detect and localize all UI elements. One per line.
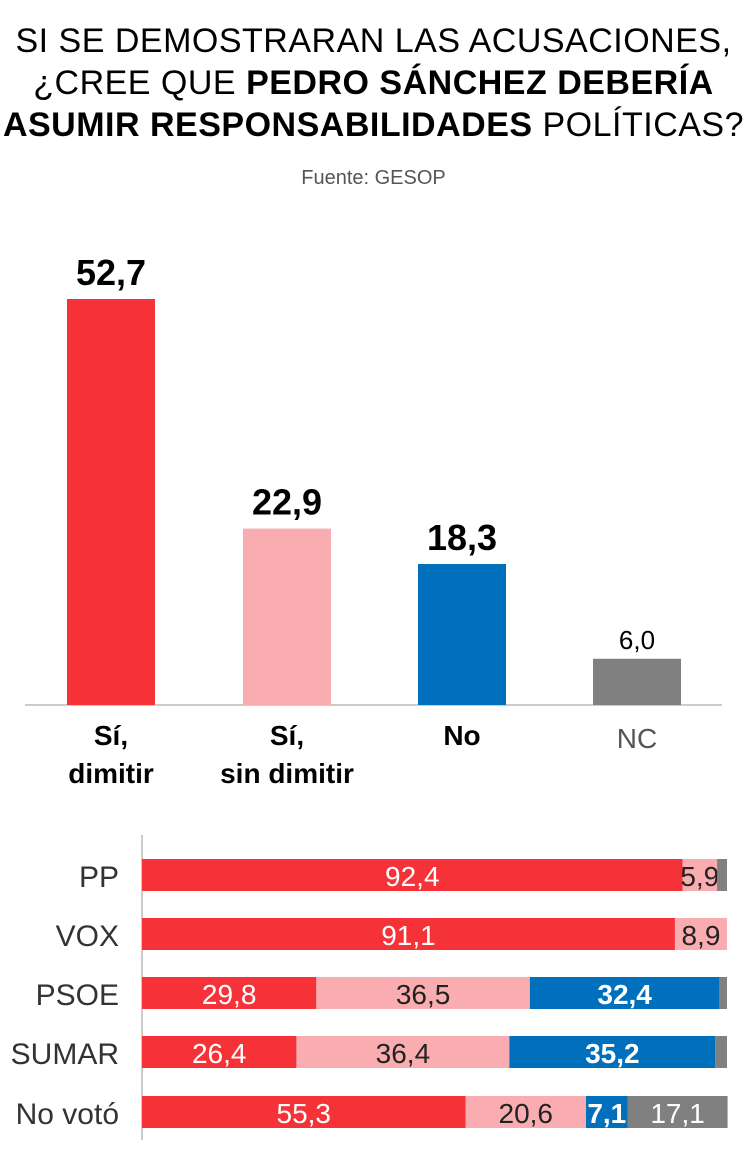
segment-label-4-si_sin_dimitir: 20,6 [499, 1098, 554, 1129]
segment-label-4-si_dimitir: 55,3 [277, 1098, 332, 1129]
category-label-3-0: NC [617, 723, 657, 754]
title-line2-plain: ¿CREE QUE [33, 64, 247, 102]
segment-0-si_dimitir [142, 859, 683, 891]
segment-label-3-si_sin_dimitir: 36,4 [376, 1038, 431, 1069]
title-line2-bold: PEDRO SÁNCHEZ DEBERÍA [246, 64, 714, 102]
bar-3 [593, 658, 681, 705]
segment-label-2-no: 32,4 [597, 979, 652, 1010]
segment-3-si_dimitir [142, 1036, 297, 1068]
bar-value-label-0: 52,7 [76, 252, 146, 293]
segment-2-no [529, 977, 720, 1009]
segment-4-si_dimitir [142, 1096, 466, 1128]
row-label-0: PP [79, 861, 119, 894]
row-label-4: No votó [16, 1098, 119, 1131]
chart-title-line1: SI SE DEMOSTRARAN LAS ACUSACIONES, [15, 22, 732, 60]
category-label-1-0: Sí, [270, 720, 304, 751]
category-label-0-0: Sí, [94, 720, 128, 751]
title-line3-bold: ASUMIR RESPONSABILIDADES [2, 106, 533, 144]
segment-label-3-no: 35,2 [585, 1038, 640, 1069]
bar-value-label-3: 6,0 [619, 625, 655, 655]
segment-label-4-no: 7,1 [587, 1098, 626, 1129]
bar-value-label-2: 18,3 [427, 517, 497, 558]
bar-0 [67, 299, 155, 705]
row-label-3: SUMAR [11, 1038, 119, 1071]
category-label-1-1: sin dimitir [220, 758, 354, 789]
segment-2-si_sin_dimitir [316, 977, 530, 1009]
segment-4-si_sin_dimitir [465, 1096, 587, 1128]
segment-1-si_dimitir [142, 918, 675, 950]
segment-4-no [586, 1096, 628, 1128]
segment-2-si_dimitir [142, 977, 317, 1009]
row-label-1: VOX [56, 920, 119, 953]
segment-2-nc [719, 977, 727, 1009]
row-label-2: PSOE [36, 979, 119, 1012]
title-line3-plain: POLÍTICAS? [532, 106, 745, 144]
bar-value-label-1: 22,9 [252, 482, 322, 523]
segment-label-1-si_sin_dimitir: 8,9 [681, 920, 720, 951]
segment-4-nc [627, 1096, 728, 1128]
segment-3-nc [715, 1036, 727, 1068]
chart-title-line3: ASUMIR RESPONSABILIDADES POLÍTICAS? [0, 104, 747, 146]
bar-1 [243, 528, 331, 705]
chart-title-line2: ¿CREE QUE PEDRO SÁNCHEZ DEBERÍA [0, 62, 747, 104]
segment-label-4-nc: 17,1 [650, 1098, 705, 1129]
segment-label-2-si_sin_dimitir: 36,5 [396, 979, 451, 1010]
segment-label-0-si_sin_dimitir: 5,9 [680, 861, 719, 892]
category-label-0-1: dimitir [68, 758, 154, 789]
segment-label-0-si_dimitir: 92,4 [385, 861, 440, 892]
bar-2 [418, 564, 506, 705]
source-note: Fuente: GESOP [301, 167, 446, 189]
segment-label-1-si_dimitir: 91,1 [381, 920, 436, 951]
category-label-2-0: No [443, 720, 480, 751]
segment-1-si_sin_dimitir [674, 918, 727, 950]
segment-0-nc [717, 859, 727, 891]
segment-0-si_sin_dimitir [682, 859, 718, 891]
segment-3-si_sin_dimitir [296, 1036, 510, 1068]
segment-label-3-si_dimitir: 26,4 [192, 1038, 247, 1069]
segment-label-2-si_dimitir: 29,8 [202, 979, 257, 1010]
segment-3-no [509, 1036, 716, 1068]
